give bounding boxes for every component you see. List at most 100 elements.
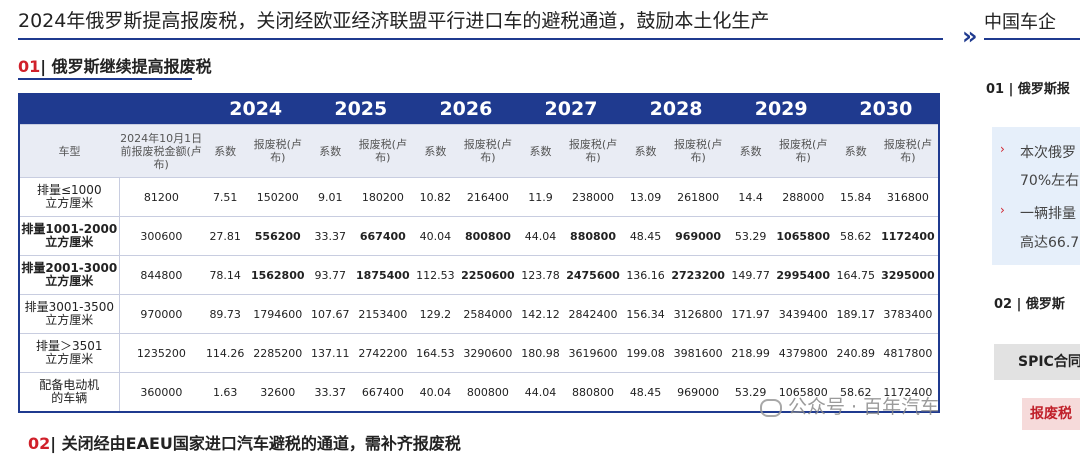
table-cell: 14.4 bbox=[728, 177, 773, 217]
table-cell: 40.04 bbox=[413, 372, 458, 413]
table-cell: 7.51 bbox=[203, 177, 248, 217]
side-rule bbox=[984, 38, 1080, 40]
table-cell: 123.78 bbox=[518, 255, 563, 295]
table-cell: 667400 bbox=[352, 216, 414, 256]
table-cell: 2285200 bbox=[247, 333, 309, 373]
table-cell: 27.81 bbox=[203, 216, 248, 256]
table-cell: 150200 bbox=[247, 177, 309, 217]
table-cell: 880800 bbox=[562, 216, 624, 256]
table-cell: 1172400 bbox=[877, 216, 939, 256]
table-cell: 2995400 bbox=[772, 255, 834, 295]
table-cell: 58.62 bbox=[833, 216, 878, 256]
table-cell: 2584000 bbox=[457, 294, 519, 334]
table-cell: 112.53 bbox=[413, 255, 458, 295]
year-row: 2024 2025 2026 2027 2028 2029 2030 bbox=[19, 94, 939, 125]
header-cell bbox=[19, 94, 204, 125]
table-cell: 1.63 bbox=[203, 372, 248, 413]
table-cell: 171.97 bbox=[728, 294, 773, 334]
table-cell: 93.77 bbox=[308, 255, 353, 295]
table-cell: 1065800 bbox=[772, 372, 834, 413]
table-cell: 667400 bbox=[352, 372, 414, 413]
table-cell: 58.62 bbox=[833, 372, 878, 413]
table-cell: 4817800 bbox=[877, 333, 939, 373]
table-cell: 240.89 bbox=[833, 333, 878, 373]
column-header: 2024年10月1日前报废税金额(卢布) bbox=[119, 124, 204, 178]
watermark-text: 公众号 · 百年汽车 bbox=[788, 396, 940, 418]
table-cell: 3126800 bbox=[667, 294, 729, 334]
column-header: 报废税(卢布) bbox=[667, 124, 729, 178]
title-rule bbox=[18, 38, 943, 40]
table-cell: 44.04 bbox=[518, 216, 563, 256]
column-header: 系数 bbox=[623, 124, 668, 178]
section-number: 02 bbox=[28, 434, 51, 453]
table-cell: 48.45 bbox=[623, 216, 668, 256]
side-heading: 02 | 俄罗斯 bbox=[994, 297, 1065, 312]
column-header: 报废税(卢布) bbox=[772, 124, 834, 178]
table-cell: 33.37 bbox=[308, 216, 353, 256]
column-header: 报废税(卢布) bbox=[457, 124, 519, 178]
table-cell: 137.11 bbox=[308, 333, 353, 373]
table-cell: 3981600 bbox=[667, 333, 729, 373]
column-header: 车型 bbox=[19, 124, 120, 178]
column-header: 报废税(卢布) bbox=[352, 124, 414, 178]
table-cell: 53.29 bbox=[728, 216, 773, 256]
side-box-label: 报废税 bbox=[1022, 398, 1080, 430]
row-label: 配备电动机 的车辆 bbox=[19, 372, 120, 413]
year-header: 2027 bbox=[518, 94, 624, 125]
table-cell: 800800 bbox=[457, 216, 519, 256]
table-cell: 800800 bbox=[457, 372, 519, 413]
row-label: 排量＞3501 立方厘米 bbox=[19, 333, 120, 373]
side-panel: » 中国车企 01 | 俄罗斯报 › 本次俄罗 70%左右 › 一辆排量 高达6… bbox=[962, 0, 1080, 445]
column-row: 车型 2024年10月1日前报废税金额(卢布) 系数 报废税(卢布) 系数 报废税(卢布)… bbox=[19, 124, 939, 178]
column-header: 系数 bbox=[833, 124, 878, 178]
bullet-icon: › bbox=[1000, 203, 1005, 217]
table-cell: 156.34 bbox=[623, 294, 668, 334]
bullet-text: 一辆排量 bbox=[1020, 206, 1076, 222]
table-cell: 3295000 bbox=[877, 255, 939, 295]
table-cell: 89.73 bbox=[203, 294, 248, 334]
table-cell: 32600 bbox=[247, 372, 309, 413]
year-header: 2026 bbox=[413, 94, 519, 125]
table-cell: 2723200 bbox=[667, 255, 729, 295]
column-header: 系数 bbox=[413, 124, 458, 178]
year-header: 2028 bbox=[623, 94, 729, 125]
table-cell: 107.67 bbox=[308, 294, 353, 334]
table-cell: 300600 bbox=[119, 216, 204, 256]
table-row: 排量≤1000 立方厘米 81200 7.51 150200 9.01 180200 10.… bbox=[19, 177, 939, 217]
column-header: 系数 bbox=[728, 124, 773, 178]
table-cell: 969000 bbox=[667, 216, 729, 256]
table-row: 排量2001-3000 立方厘米 844800 78.14 1562800 93.77 1… bbox=[19, 255, 939, 295]
year-header: 2025 bbox=[308, 94, 414, 125]
column-header: 系数 bbox=[308, 124, 353, 178]
table-cell: 2153400 bbox=[352, 294, 414, 334]
table-cell: 238000 bbox=[562, 177, 624, 217]
table-cell: 2842400 bbox=[562, 294, 624, 334]
bullet-text: 本次俄罗 bbox=[1020, 145, 1076, 161]
table-cell: 1172400 bbox=[877, 372, 939, 413]
section-rule bbox=[18, 78, 192, 80]
section-title: | 关闭经由EAEU国家进口汽车避税的通道，需补齐报废税 bbox=[50, 434, 461, 453]
column-header: 报废税(卢布) bbox=[247, 124, 309, 178]
table-cell: 136.16 bbox=[623, 255, 668, 295]
page-title: 2024年俄罗斯提高报废税，关闭经欧亚经济联盟平行进口车的避税通道，鼓励本土化生… bbox=[18, 10, 770, 32]
table-cell: 10.82 bbox=[413, 177, 458, 217]
table-cell: 180200 bbox=[352, 177, 414, 217]
column-header: 报废税(卢布) bbox=[877, 124, 939, 178]
table-cell: 288000 bbox=[772, 177, 834, 217]
table-cell: 556200 bbox=[247, 216, 309, 256]
table-cell: 15.84 bbox=[833, 177, 878, 217]
table-cell: 3439400 bbox=[772, 294, 834, 334]
table-cell: 1562800 bbox=[247, 255, 309, 295]
table-cell: 1235200 bbox=[119, 333, 204, 373]
table-cell: 40.04 bbox=[413, 216, 458, 256]
side-heading: 01 | 俄罗斯报 bbox=[986, 82, 1070, 97]
table-cell: 970000 bbox=[119, 294, 204, 334]
table-cell: 114.26 bbox=[203, 333, 248, 373]
table-cell: 9.01 bbox=[308, 177, 353, 217]
bullet-icon: › bbox=[1000, 142, 1005, 156]
table-cell: 1065800 bbox=[772, 216, 834, 256]
side-box bbox=[992, 127, 1080, 265]
table-cell: 316800 bbox=[877, 177, 939, 217]
chevron-icon: » bbox=[962, 22, 978, 50]
